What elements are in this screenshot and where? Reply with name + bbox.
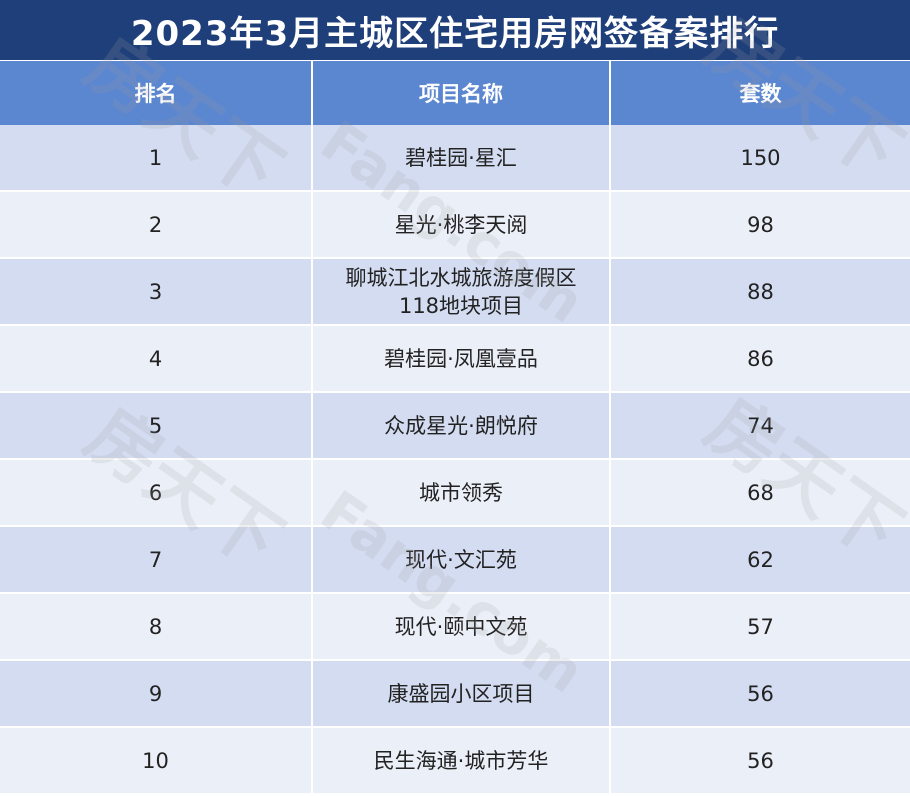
count-cell: 88 bbox=[610, 258, 910, 326]
ranking-table: 排名 项目名称 套数 1 碧桂园·星汇 150 2 星光·桃李天阅 98 3 聊… bbox=[0, 61, 910, 795]
count-cell: 98 bbox=[610, 191, 910, 259]
project-name-cell: 众成星光·朗悦府 bbox=[312, 392, 611, 460]
page-title: 2023年3月主城区住宅用房网签备案排行 bbox=[0, 0, 910, 60]
table-header-row: 排名 项目名称 套数 bbox=[0, 61, 910, 125]
count-cell: 56 bbox=[610, 727, 910, 795]
rank-cell: 1 bbox=[0, 125, 313, 192]
rank-cell: 6 bbox=[0, 459, 313, 527]
project-name-cell: 现代·文汇苑 bbox=[312, 526, 611, 594]
count-cell: 74 bbox=[610, 392, 910, 460]
header-project-name: 项目名称 bbox=[312, 61, 611, 125]
project-name-cell: 康盛园小区项目 bbox=[312, 660, 611, 728]
rank-cell: 2 bbox=[0, 191, 313, 259]
table-row: 3 聊城江北水城旅游度假区118地块项目 88 bbox=[0, 258, 910, 326]
table-row: 10 民生海通·城市芳华 56 bbox=[0, 727, 910, 795]
rank-cell: 4 bbox=[0, 325, 313, 393]
table-row: 7 现代·文汇苑 62 bbox=[0, 526, 910, 594]
count-cell: 86 bbox=[610, 325, 910, 393]
rank-cell: 10 bbox=[0, 727, 313, 795]
rank-cell: 3 bbox=[0, 258, 313, 326]
rank-cell: 7 bbox=[0, 526, 313, 594]
table-row: 1 碧桂园·星汇 150 bbox=[0, 125, 910, 192]
project-name-cell: 聊城江北水城旅游度假区118地块项目 bbox=[312, 258, 611, 326]
project-name-cell: 星光·桃李天阅 bbox=[312, 191, 611, 259]
header-count: 套数 bbox=[610, 61, 910, 125]
count-cell: 150 bbox=[610, 125, 910, 192]
table-row: 6 城市领秀 68 bbox=[0, 459, 910, 527]
count-cell: 68 bbox=[610, 459, 910, 527]
count-cell: 62 bbox=[610, 526, 910, 594]
project-name-cell: 民生海通·城市芳华 bbox=[312, 727, 611, 795]
count-cell: 56 bbox=[610, 660, 910, 728]
table-row: 4 碧桂园·凤凰壹品 86 bbox=[0, 325, 910, 393]
table-row: 8 现代·颐中文苑 57 bbox=[0, 593, 910, 661]
header-rank: 排名 bbox=[0, 61, 313, 125]
rank-cell: 8 bbox=[0, 593, 313, 661]
count-cell: 57 bbox=[610, 593, 910, 661]
project-name-cell: 城市领秀 bbox=[312, 459, 611, 527]
table-row: 9 康盛园小区项目 56 bbox=[0, 660, 910, 728]
project-name-cell: 现代·颐中文苑 bbox=[312, 593, 611, 661]
table-row: 5 众成星光·朗悦府 74 bbox=[0, 392, 910, 460]
table-row: 2 星光·桃李天阅 98 bbox=[0, 191, 910, 259]
rank-cell: 5 bbox=[0, 392, 313, 460]
project-name-cell: 碧桂园·星汇 bbox=[312, 125, 611, 192]
project-name-cell: 碧桂园·凤凰壹品 bbox=[312, 325, 611, 393]
rank-cell: 9 bbox=[0, 660, 313, 728]
